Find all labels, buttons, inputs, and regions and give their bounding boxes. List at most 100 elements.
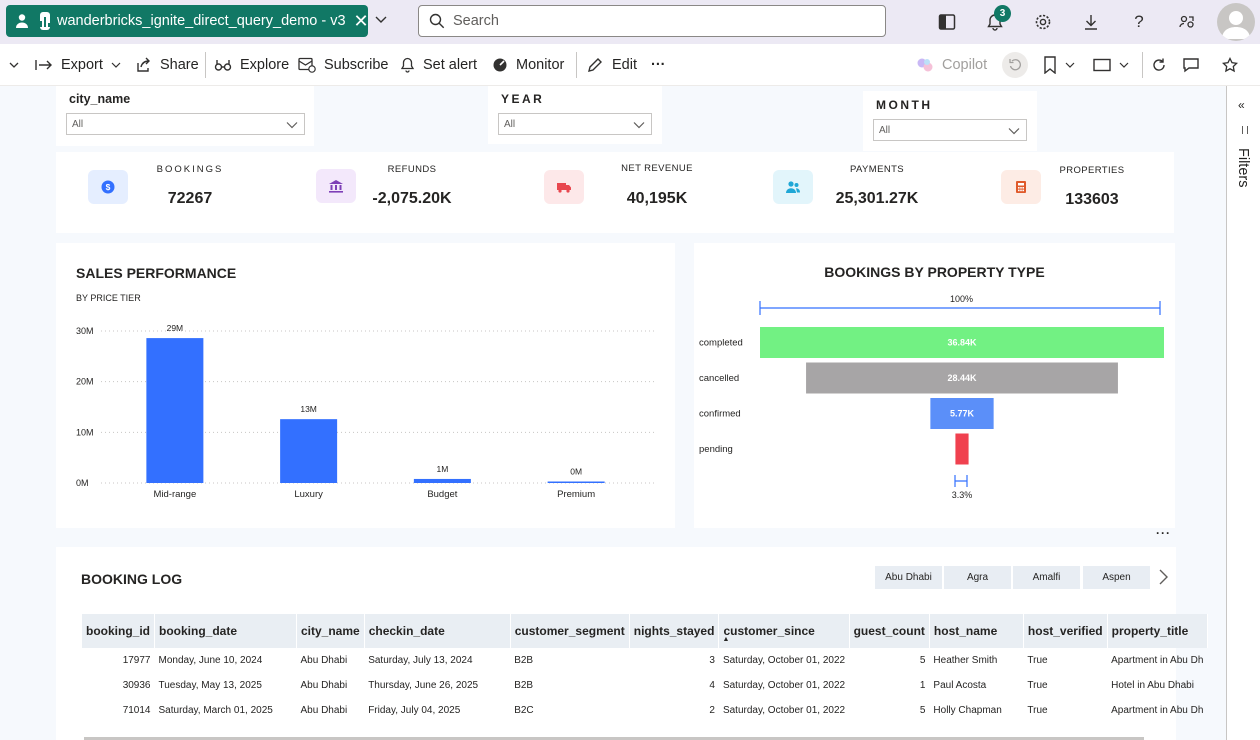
city-chip-aspen[interactable]: Aspen	[1083, 566, 1150, 589]
city-dropdown[interactable]: All	[66, 113, 305, 135]
kpi-icon-refunds	[316, 169, 356, 203]
horizontal-scrollbar[interactable]	[84, 737, 1144, 740]
bookings-funnel-visual[interactable]: BOOKINGS BY PROPERTY TYPE 100% completed…	[694, 243, 1175, 528]
table-cell-host_name: Holly Chapman	[933, 705, 1002, 716]
close-icon[interactable]: ✕	[353, 10, 369, 31]
chevron-right-icon[interactable]	[1157, 568, 1169, 591]
table-cell-checkin_date: Saturday, July 13, 2024	[368, 655, 473, 666]
favorite-star-icon[interactable]	[1222, 54, 1246, 76]
column-header-guest_count[interactable]: guest_count	[849, 614, 930, 648]
monitor-button[interactable]: Monitor	[492, 54, 564, 76]
column-header-booking_id[interactable]: booking_id	[82, 614, 155, 648]
column-header-customer_since[interactable]: customer_since ▲	[718, 614, 850, 648]
pane-toggle-icon[interactable]	[936, 11, 958, 33]
notification-badge: 3	[994, 5, 1011, 22]
chevron-down-icon[interactable]	[374, 12, 392, 30]
month-slicer[interactable]: MONTH All	[863, 91, 1037, 151]
chevron-double-left-icon[interactable]: «	[1238, 98, 1245, 112]
truck-icon	[557, 183, 571, 193]
undo-icon[interactable]	[1002, 52, 1028, 78]
export-button[interactable]: Export	[35, 54, 121, 76]
copilot-button[interactable]: Copilot	[916, 54, 987, 76]
kpi-value-bookings: 72267	[167, 190, 213, 207]
share-people-icon[interactable]	[1176, 11, 1198, 33]
funnel-chart-title: BOOKINGS BY PROPERTY TYPE	[824, 264, 1045, 280]
avatar[interactable]	[1217, 3, 1255, 41]
search-box[interactable]	[418, 5, 886, 37]
table-cell-nights_stayed: 3	[709, 655, 715, 666]
refresh-icon[interactable]	[1151, 54, 1175, 76]
filter-icon	[1242, 126, 1248, 134]
funnel-data-label: 28.44K	[947, 373, 977, 383]
column-header-property_title[interactable]: property_title	[1107, 614, 1208, 648]
table-row[interactable]: 30936 Tuesday, May 13, 2025 Abu Dhabi Thurs…	[82, 673, 1207, 698]
comment-icon[interactable]	[1182, 54, 1208, 76]
table-cell-checkin_date: Thursday, June 26, 2025	[368, 680, 479, 691]
sales-performance-visual[interactable]: SALES PERFORMANCE BY PRICE TIER 0M 10M 20M…	[56, 243, 675, 528]
report-tab[interactable]: wanderbricks_ignite_direct_query_demo - …	[6, 5, 369, 37]
city-chip-abu-dhabi[interactable]: Abu Dhabi	[875, 566, 942, 589]
set-alert-button[interactable]: Set alert	[400, 54, 477, 76]
year-slicer[interactable]: YEAR All	[488, 86, 662, 144]
city-slicer[interactable]: city_name All	[56, 86, 314, 146]
kpi-value-payments: 25,301.27K	[835, 190, 919, 207]
funnel-bottom-percent: 3.3%	[951, 490, 973, 500]
subscribe-button[interactable]: Subscribe	[298, 54, 388, 76]
chevron-down-icon	[1119, 62, 1129, 68]
menu-chevron-icon[interactable]	[8, 54, 28, 76]
table-cell-customer_since: Saturday, October 01, 2022	[722, 655, 846, 666]
booking-log-table: booking_id booking_date city_name checkin_d…	[82, 614, 1208, 723]
column-header-nights_stayed[interactable]: nights_stayed	[629, 614, 720, 648]
bar-data-label: 29M	[167, 323, 184, 333]
filters-pane[interactable]: « Filters	[1226, 86, 1260, 740]
column-header-city_name[interactable]: city_name	[296, 614, 365, 648]
kpi-value-properties: 133603	[1065, 191, 1119, 208]
kpi-label-properties: PROPERTIES	[1059, 165, 1125, 176]
city-chip-agra[interactable]: Agra	[944, 566, 1011, 589]
kpi-value-net-revenue: 40,195K	[626, 190, 688, 207]
table-row[interactable]: 71014 Saturday, March 01, 2025 Abu Dhabi Fr…	[82, 698, 1207, 723]
visual-more-options[interactable]: ···	[1156, 526, 1171, 540]
column-header-checkin_date[interactable]: checkin_date	[364, 614, 511, 648]
chevron-down-icon	[286, 122, 298, 129]
table-cell-guest_count: 5	[919, 655, 926, 666]
sort-ascending-icon: ▲	[722, 636, 730, 643]
year-dropdown[interactable]: All	[498, 113, 652, 135]
table-cell-city_name: Abu Dhabi	[300, 705, 348, 716]
explore-button[interactable]: Explore	[214, 54, 289, 76]
report-title: wanderbricks_ignite_direct_query_demo - …	[57, 13, 346, 29]
download-icon[interactable]	[1080, 11, 1102, 33]
bookmark-button[interactable]	[1043, 54, 1083, 76]
table-cell-booking_date: Monday, June 10, 2024	[158, 655, 263, 666]
city-chip-amalfi[interactable]: Amalfi	[1013, 566, 1080, 589]
calculator-icon	[1016, 181, 1026, 193]
sales-chart-subtitle: BY PRICE TIER	[76, 293, 141, 303]
search-input[interactable]	[453, 13, 853, 29]
edit-button[interactable]: Edit	[586, 54, 637, 76]
table-cell-host_verified: True	[1027, 655, 1048, 666]
view-button[interactable]	[1093, 54, 1137, 76]
table-cell-checkin_date: Friday, July 04, 2025	[368, 705, 461, 716]
users-icon	[786, 181, 800, 193]
table-cell-customer_segment: B2B	[514, 680, 534, 691]
help-icon[interactable]: ?	[1134, 12, 1144, 31]
chevron-down-icon	[1065, 62, 1075, 68]
command-bar: Export Share Explore Subscribe Set alert…	[0, 44, 1260, 86]
column-header-host_name[interactable]: host_name	[929, 614, 1024, 648]
gear-icon[interactable]	[1032, 11, 1054, 33]
x-tick-label: Luxury	[294, 489, 323, 500]
column-header-customer_segment[interactable]: customer_segment	[510, 614, 630, 648]
funnel-chart: completed 36.84K cancelled 28.44K confirmed 5…	[699, 327, 1164, 465]
column-header-booking_date[interactable]: booking_date	[154, 614, 297, 648]
kpi-label-net-revenue: NET REVENUE	[621, 163, 693, 174]
chevron-down-icon	[111, 62, 121, 68]
column-header-host_verified[interactable]: host_verified	[1023, 614, 1108, 648]
more-options-button[interactable]: ···	[651, 57, 666, 73]
table-cell-property_title: Apartment in Abu Dh	[1111, 705, 1204, 716]
table-row[interactable]: 17977 Monday, June 10, 2024 Abu Dhabi Satur…	[82, 648, 1207, 673]
share-button[interactable]: Share	[135, 54, 199, 76]
month-dropdown[interactable]: All	[873, 119, 1027, 141]
svg-text:$: $	[106, 182, 111, 192]
export-icon	[35, 60, 52, 70]
share-icon	[137, 57, 150, 72]
